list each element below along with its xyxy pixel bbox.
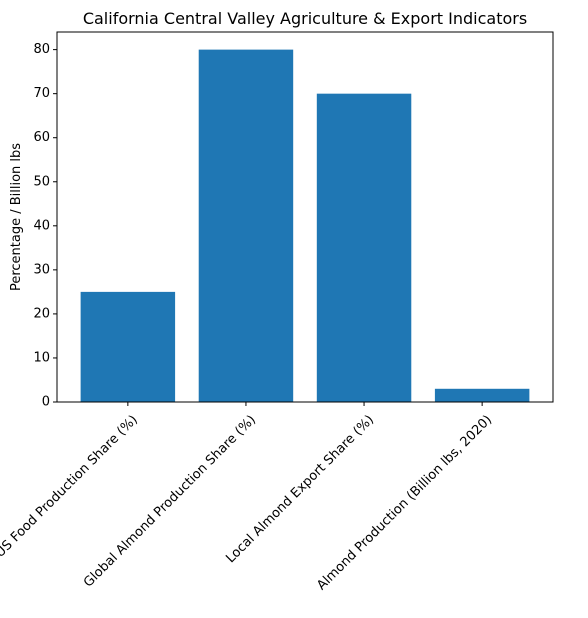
y-tick-label-4: 40 xyxy=(33,218,50,233)
y-tick-label-0: 0 xyxy=(42,395,50,410)
y-axis: 0 10 20 30 40 50 60 70 80 xyxy=(33,42,57,410)
plot-frame xyxy=(56,31,554,403)
y-tick-label-1: 10 xyxy=(33,350,50,365)
y-tick-label-6: 60 xyxy=(33,130,50,145)
x-axis: US Food Production Share (%)Global Almon… xyxy=(0,402,495,593)
bar-1 xyxy=(198,49,294,403)
y-tick-label-2: 20 xyxy=(33,306,50,321)
y-tick-label-8: 80 xyxy=(33,42,50,57)
bar-3 xyxy=(434,388,530,402)
y-axis-label: Percentage / Billion lbs xyxy=(9,143,24,291)
bar-2 xyxy=(316,93,412,403)
bar-0 xyxy=(80,291,176,402)
y-tick-label-5: 50 xyxy=(33,174,50,189)
y-tick-label-7: 70 xyxy=(33,86,50,101)
x-tick-label-0: US Food Production Share (%) xyxy=(0,412,141,560)
y-tick-label-3: 30 xyxy=(33,262,50,277)
bars-layer xyxy=(80,49,530,403)
chart-title: California Central Valley Agriculture & … xyxy=(83,9,527,28)
